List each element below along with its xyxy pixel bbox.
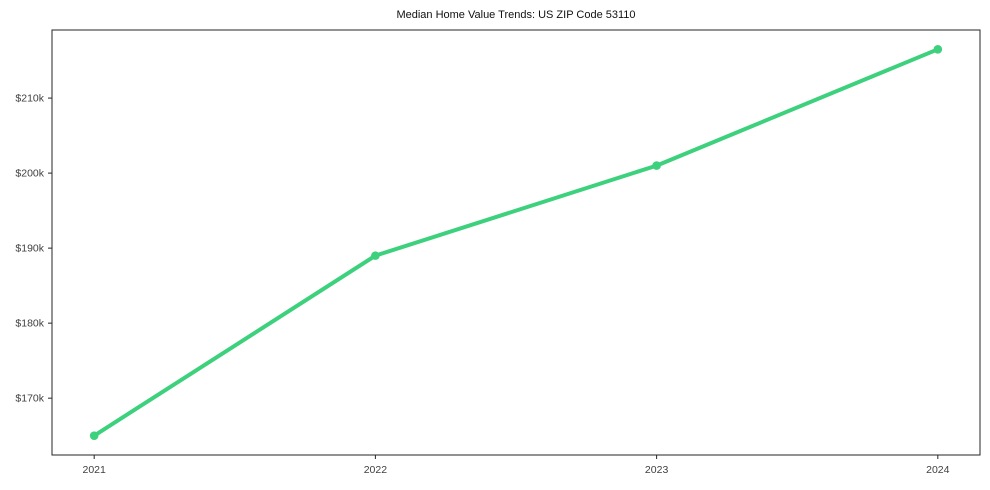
x-axis-tick-label: 2021 [83, 464, 107, 476]
y-axis-tick-label: $170k [15, 393, 44, 405]
x-axis-tick-label: 2022 [364, 464, 388, 476]
x-axis-tick-label: 2024 [926, 464, 950, 476]
y-axis-tick-label: $190k [15, 243, 44, 255]
chart-title: Median Home Value Trends: US ZIP Code 53… [396, 9, 636, 21]
data-point-marker [652, 161, 661, 170]
y-axis-tick-label: $200k [15, 168, 44, 180]
y-axis-tick-label: $180k [15, 318, 44, 330]
data-point-marker [371, 251, 380, 260]
x-axis-tick-label: 2023 [645, 464, 669, 476]
plot-border [51, 29, 981, 456]
data-line [92, 47, 940, 438]
data-point-marker [933, 45, 943, 54]
y-axis-tick-label: $210k [15, 93, 44, 105]
data-point-marker [89, 431, 99, 440]
